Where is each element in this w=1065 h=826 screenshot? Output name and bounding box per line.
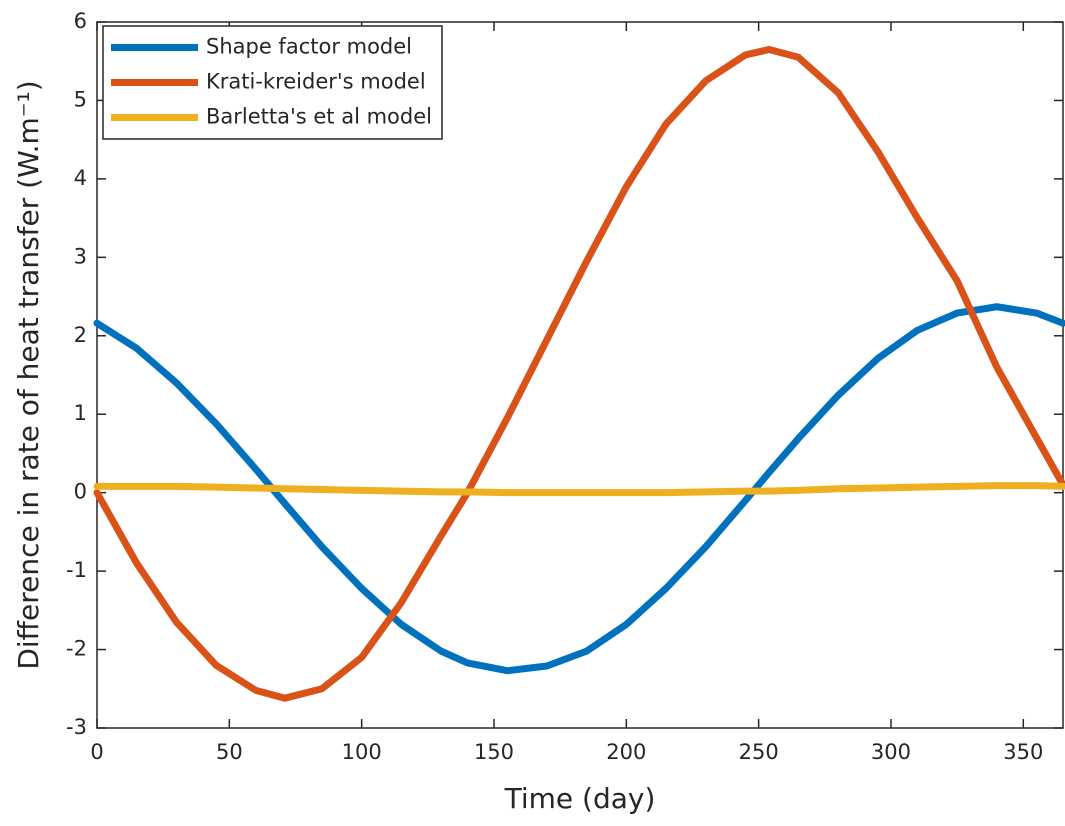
- x-tick-label: 150: [474, 740, 514, 764]
- legend-label: Barletta's et al model: [206, 105, 432, 129]
- y-tick-label: 3: [74, 244, 87, 268]
- legend-label: Krati-kreider's model: [206, 70, 426, 94]
- y-tick-label: -1: [66, 558, 87, 582]
- y-tick-label: 1: [74, 401, 87, 425]
- x-tick-label: 0: [90, 740, 103, 764]
- y-tick-label: 2: [74, 323, 87, 347]
- x-tick-label: 100: [342, 740, 382, 764]
- y-axis-title: Difference in rate of heat transfer (W.m…: [12, 80, 45, 669]
- legend-label: Shape factor model: [206, 35, 412, 59]
- x-tick-label: 200: [606, 740, 646, 764]
- series-line: [93, 45, 1065, 702]
- y-tick-label: 4: [74, 166, 87, 190]
- y-tick-label: 6: [74, 9, 87, 33]
- legend: Shape factor model Krati-kreider's model B…: [102, 25, 443, 140]
- x-tick-label: 350: [1003, 740, 1043, 764]
- y-tick-label: -2: [66, 637, 87, 661]
- x-tick-label: 250: [739, 740, 779, 764]
- x-axis-title: Time (day): [504, 782, 656, 815]
- series-line: [93, 303, 1065, 675]
- y-tick-label: 5: [74, 87, 87, 111]
- y-tick-label: 0: [74, 480, 87, 504]
- y-tick-label: -3: [66, 715, 87, 739]
- x-tick-label: 50: [216, 740, 243, 764]
- x-tick-label: 300: [871, 740, 911, 764]
- series-line: [93, 482, 1065, 497]
